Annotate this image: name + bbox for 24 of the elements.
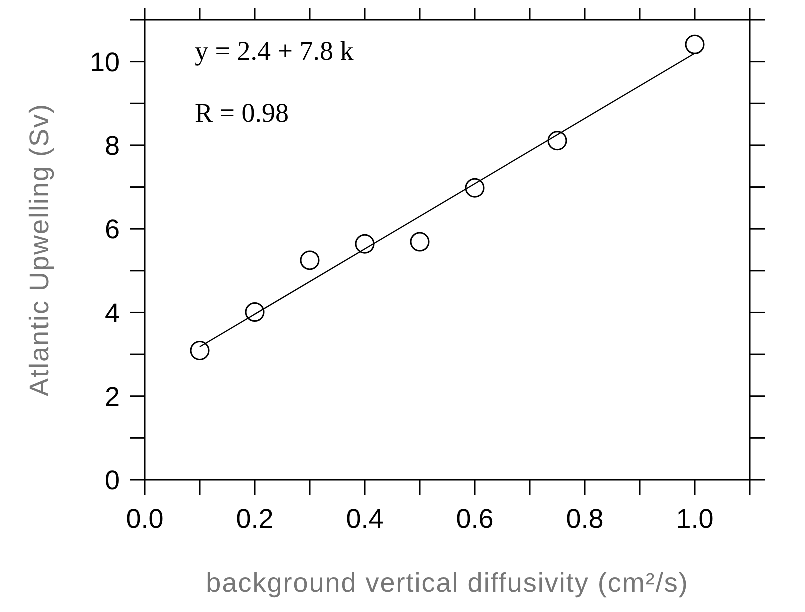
point: [355, 234, 375, 254]
point: [190, 341, 210, 361]
point: [300, 250, 320, 270]
annotation: R = 0.98: [195, 98, 289, 129]
point: [245, 302, 265, 322]
annotation: y = 2.4 + 7.8 k: [195, 36, 354, 67]
y-tick-label: 0: [104, 466, 120, 496]
x-tick-label: 0.2: [236, 504, 274, 534]
x-tick-label: 0.4: [346, 504, 384, 534]
y-tick-label: 8: [104, 131, 120, 162]
x-tick-label: 0.8: [566, 504, 604, 534]
y-tick-label: 6: [104, 214, 120, 245]
y-tick-label: 2: [104, 382, 120, 412]
y-axis-title: Atlantic Upwelling (Sv): [24, 103, 56, 397]
point: [548, 131, 568, 151]
x-tick-label: 0.0: [126, 504, 164, 534]
y-tick-label: 10: [90, 47, 120, 78]
y-tick-label: 4: [104, 298, 120, 328]
point: [410, 232, 430, 252]
point: [465, 178, 485, 198]
point: [685, 34, 705, 54]
x-tick-label: 1.0: [676, 504, 714, 534]
x-tick-label: 0.6: [456, 504, 494, 534]
x-axis-title: background vertical diffusivity (cm²/s): [205, 568, 690, 599]
